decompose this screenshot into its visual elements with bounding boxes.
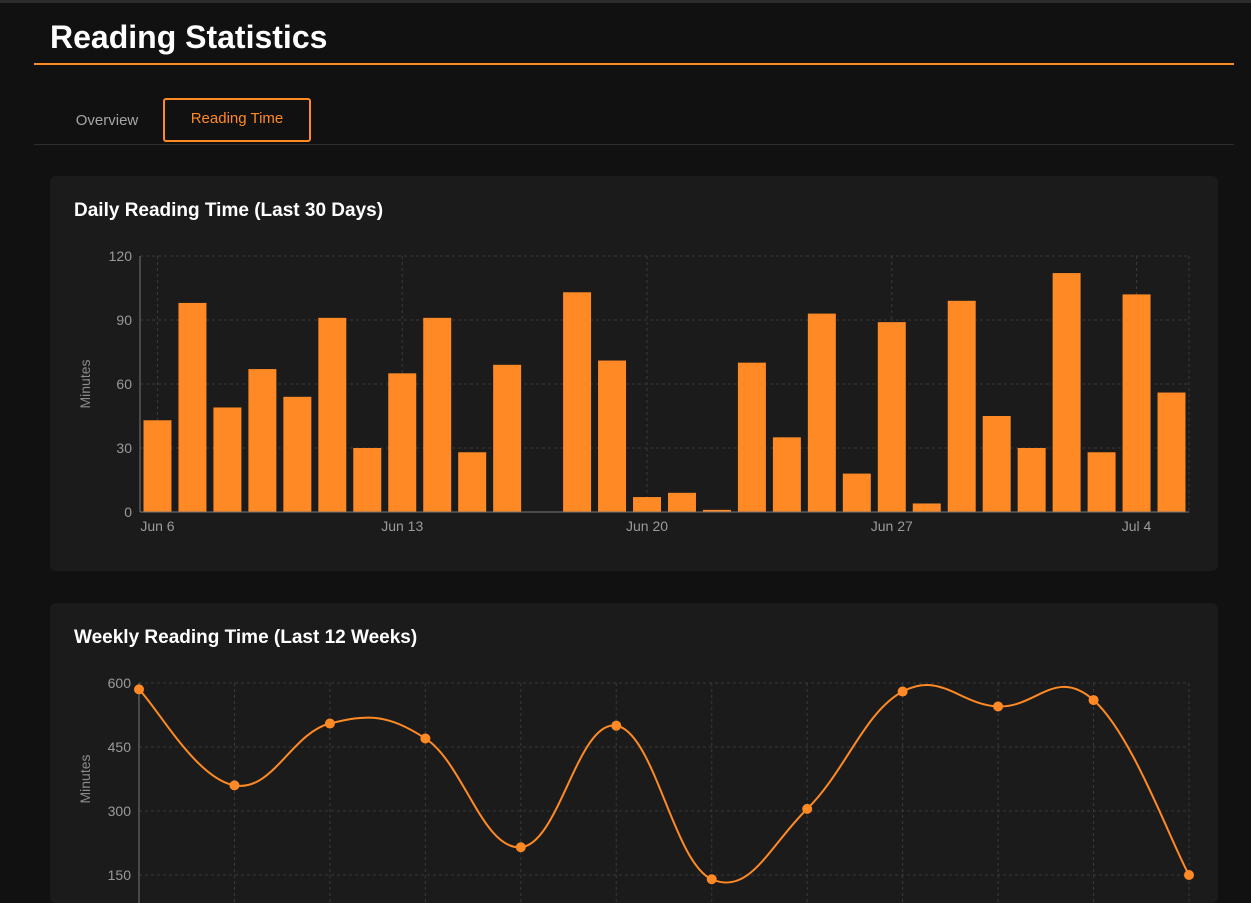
daily-bar[interactable] bbox=[702, 509, 731, 512]
weekly-data-point[interactable] bbox=[515, 842, 526, 853]
daily-bar[interactable] bbox=[213, 407, 242, 512]
weekly-y-tick-label: 150 bbox=[108, 867, 132, 883]
daily-bar[interactable] bbox=[423, 317, 452, 512]
weekly-y-tick-label: 600 bbox=[108, 675, 132, 691]
weekly-data-point[interactable] bbox=[802, 803, 813, 814]
weekly-reading-chart: 150 300 450 600 Minutes bbox=[77, 675, 1194, 903]
daily-bar[interactable] bbox=[633, 497, 662, 512]
daily-reading-chart: 0 30 60 90 120 Jun 6 Jun 13 Jun 20 Jun 27 Jul 4 Mi… bbox=[77, 248, 1190, 534]
weekly-series-line bbox=[138, 684, 1190, 884]
weekly-data-point[interactable] bbox=[229, 780, 240, 791]
daily-bar[interactable] bbox=[877, 322, 906, 512]
daily-y-tick-label: 90 bbox=[116, 312, 132, 328]
tab-overview[interactable]: Overview bbox=[75, 112, 139, 129]
daily-bar[interactable] bbox=[1087, 452, 1116, 512]
daily-bar[interactable] bbox=[737, 362, 766, 512]
daily-y-tick-label: 60 bbox=[116, 376, 132, 392]
daily-bar[interactable] bbox=[283, 396, 312, 512]
daily-bar[interactable] bbox=[493, 364, 522, 512]
daily-bar[interactable] bbox=[1052, 273, 1081, 512]
weekly-data-point[interactable] bbox=[324, 718, 335, 729]
daily-bar[interactable] bbox=[388, 373, 417, 512]
page-title: Reading Statistics bbox=[50, 19, 328, 55]
daily-bar[interactable] bbox=[248, 369, 277, 512]
daily-bar[interactable] bbox=[143, 420, 172, 512]
daily-bar[interactable] bbox=[667, 492, 696, 512]
daily-bar[interactable] bbox=[1122, 294, 1151, 512]
weekly-y-tick-label: 300 bbox=[108, 803, 132, 819]
daily-x-tick-label: Jun 13 bbox=[381, 518, 423, 534]
daily-y-tick-label: 30 bbox=[116, 440, 132, 456]
daily-chart-title: Daily Reading Time (Last 30 Days) bbox=[74, 200, 384, 221]
daily-x-tick-label: Jun 6 bbox=[140, 518, 174, 534]
tab-reading-time[interactable]: Reading Time bbox=[163, 98, 311, 142]
window-top-border bbox=[0, 0, 1251, 3]
daily-bar[interactable] bbox=[598, 360, 627, 512]
weekly-data-point[interactable] bbox=[706, 874, 717, 885]
daily-bar[interactable] bbox=[458, 452, 487, 512]
daily-bar[interactable] bbox=[353, 448, 382, 512]
weekly-y-axis-title: Minutes bbox=[77, 754, 93, 803]
daily-bar[interactable] bbox=[807, 313, 836, 512]
daily-bar[interactable] bbox=[1157, 392, 1186, 512]
weekly-data-point[interactable] bbox=[993, 701, 1004, 712]
daily-y-tick-label: 0 bbox=[124, 504, 132, 520]
tab-bar: Overview Reading Time bbox=[34, 98, 1234, 145]
daily-x-tick-label: Jun 20 bbox=[626, 518, 668, 534]
daily-bar[interactable] bbox=[912, 503, 941, 512]
weekly-data-point[interactable] bbox=[1184, 870, 1194, 880]
title-underline bbox=[34, 63, 1234, 65]
daily-bar[interactable] bbox=[772, 437, 801, 512]
daily-x-tick-label: Jun 27 bbox=[871, 518, 913, 534]
daily-bar[interactable] bbox=[947, 300, 976, 512]
daily-bar[interactable] bbox=[563, 292, 592, 512]
weekly-data-point[interactable] bbox=[897, 686, 908, 697]
daily-bar[interactable] bbox=[318, 317, 347, 512]
daily-x-tick-label: Jul 4 bbox=[1122, 518, 1152, 534]
weekly-data-point[interactable] bbox=[420, 733, 431, 744]
daily-bar[interactable] bbox=[1017, 448, 1046, 512]
weekly-data-point[interactable] bbox=[134, 684, 144, 695]
weekly-reading-card: Weekly Reading Time (Last 12 Weeks) 150 3… bbox=[50, 603, 1218, 903]
weekly-y-tick-label: 450 bbox=[108, 739, 132, 755]
daily-reading-card: Daily Reading Time (Last 30 Days) 0 30 60 9… bbox=[50, 176, 1218, 571]
weekly-data-point[interactable] bbox=[1088, 695, 1099, 706]
weekly-chart-title: Weekly Reading Time (Last 12 Weeks) bbox=[74, 627, 418, 648]
daily-bar[interactable] bbox=[982, 416, 1011, 512]
daily-bar[interactable] bbox=[842, 473, 871, 512]
daily-bar[interactable] bbox=[178, 302, 207, 512]
daily-y-axis-title: Minutes bbox=[77, 359, 93, 408]
daily-y-tick-label: 120 bbox=[109, 248, 133, 264]
weekly-data-point[interactable] bbox=[611, 720, 622, 731]
